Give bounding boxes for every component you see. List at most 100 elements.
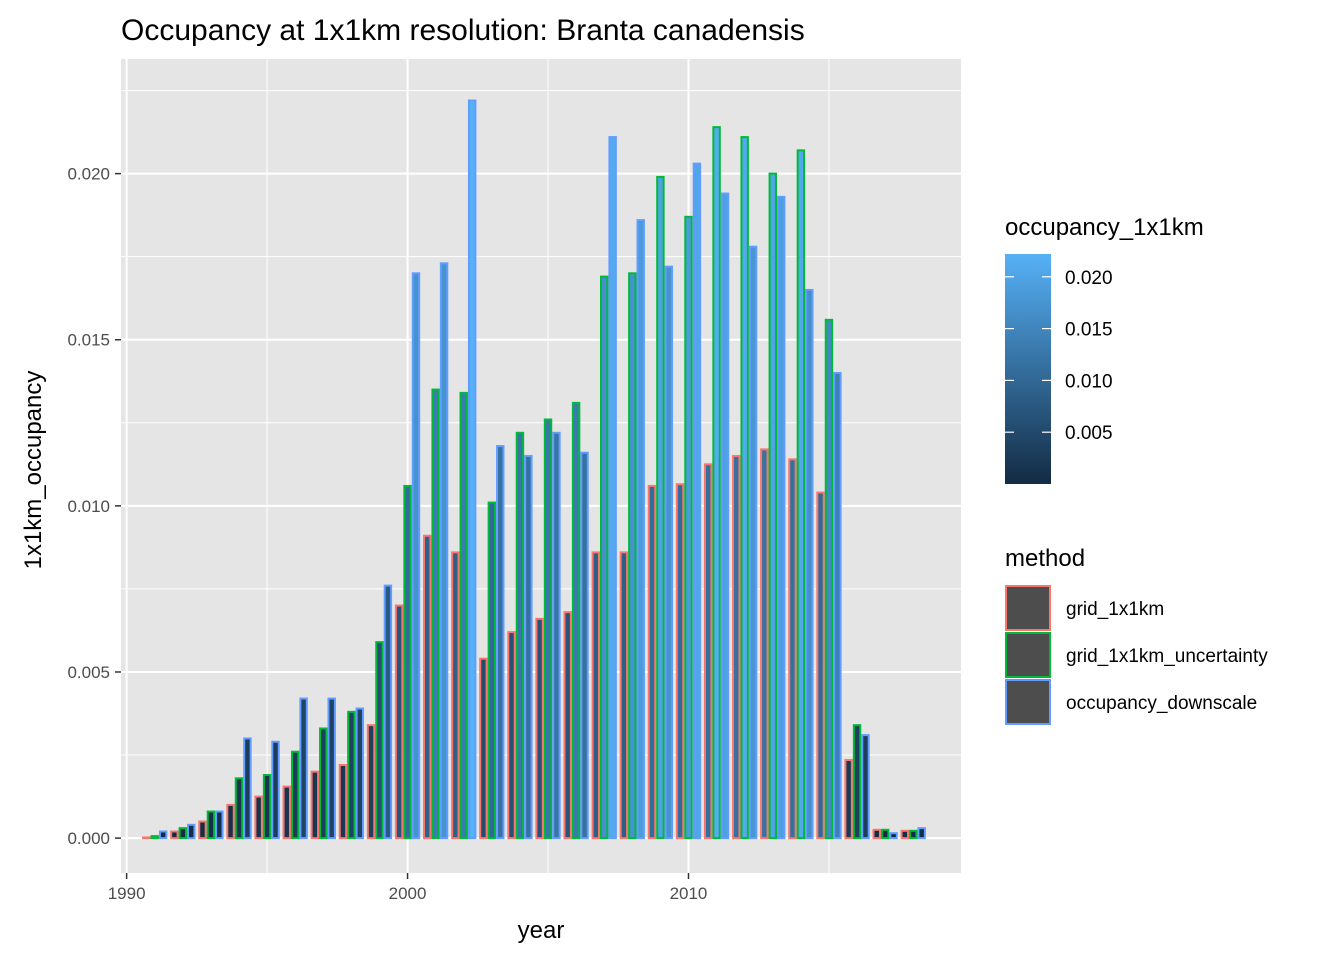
bar-grid-1x1km-uncertainty: [656, 175, 665, 840]
bar-grid-1x1km: [282, 785, 291, 840]
bar-grid-1x1km-uncertainty: [347, 710, 356, 840]
bar-occupancy-downscale: [720, 192, 730, 840]
method-keys: grid_1x1km grid_1x1km_uncertainty occupanc…: [1005, 585, 1268, 725]
bar-grid-1x1km: [423, 534, 432, 840]
bar-grid-1x1km-uncertainty: [431, 388, 440, 840]
bar-occupancy-downscale: [383, 584, 393, 840]
legend-key-occupancy-downscale: [1005, 679, 1051, 725]
bar-grid-1x1km-uncertainty: [909, 829, 918, 840]
bar-grid-1x1km: [366, 724, 376, 840]
colorbar-breaks: 0.020 0.015 0.010 0.005: [1005, 268, 1113, 444]
bar-grid-1x1km: [844, 759, 853, 840]
legend-label: occupancy_downscale: [1066, 693, 1257, 714]
bar-grid-1x1km-uncertainty: [150, 835, 159, 840]
legend-label: grid_1x1km: [1066, 599, 1164, 620]
bar-grid-1x1km-uncertainty: [740, 136, 749, 840]
bar-grid-1x1km: [703, 463, 713, 840]
colorbar: [1005, 254, 1051, 484]
bar-grid-1x1km: [900, 829, 910, 840]
chart-title: Occupancy at 1x1km resolution: Branta ca…: [121, 14, 805, 47]
bar-grid-1x1km-uncertainty: [712, 126, 721, 840]
bar-occupancy-downscale: [299, 697, 308, 840]
legend-label: grid_1x1km_uncertainty: [1066, 646, 1268, 667]
bar-grid-1x1km: [142, 836, 151, 840]
bar-grid-1x1km: [872, 828, 881, 840]
x-tick-label: 2000: [389, 884, 427, 903]
bar-grid-1x1km: [226, 803, 235, 840]
bar-grid-1x1km: [338, 764, 348, 840]
bar-occupancy-downscale: [243, 737, 252, 840]
bar-occupancy-downscale: [271, 740, 280, 840]
bar-occupancy-downscale: [327, 697, 336, 840]
bar-grid-1x1km: [394, 604, 404, 840]
bar-grid-1x1km: [507, 631, 516, 840]
y-tick-label: 0.010: [67, 497, 110, 516]
bar-occupancy-downscale: [692, 162, 702, 840]
bar-occupancy-downscale: [917, 827, 926, 840]
bar-grid-1x1km-uncertainty: [262, 773, 272, 840]
bar-occupancy-downscale: [439, 262, 449, 840]
bar-grid-1x1km: [535, 617, 544, 840]
bar-occupancy-downscale: [608, 136, 617, 840]
bar-grid-1x1km: [310, 770, 320, 840]
bar-occupancy-downscale: [524, 455, 533, 840]
bar-occupancy-downscale: [215, 810, 224, 840]
bar-occupancy-downscale: [552, 431, 561, 840]
bar-occupancy-downscale: [664, 265, 674, 840]
bar-occupancy-downscale: [158, 830, 168, 840]
colorbar-label: 0.010: [1065, 371, 1113, 392]
bar-grid-1x1km-uncertainty: [206, 810, 216, 840]
legend-key-grid-1x1km: [1005, 585, 1051, 631]
bar-grid-1x1km-uncertainty: [852, 724, 862, 840]
bar-grid-1x1km-uncertainty: [487, 501, 497, 840]
y-tick-label: 0.005: [67, 663, 110, 682]
bar-grid-1x1km-uncertainty: [880, 828, 890, 840]
bar-grid-1x1km-uncertainty: [543, 418, 553, 840]
bar-grid-1x1km: [788, 458, 797, 840]
colorbar-label: 0.020: [1065, 268, 1113, 289]
bar-grid-1x1km: [732, 455, 741, 840]
bar-grid-1x1km-uncertainty: [290, 750, 300, 840]
bar-occupancy-downscale: [411, 272, 421, 840]
bar-grid-1x1km-uncertainty: [768, 172, 777, 840]
y-tick-label: 0.020: [67, 165, 110, 184]
bar-grid-1x1km: [760, 448, 769, 840]
bar-occupancy-downscale: [889, 832, 898, 840]
bar-grid-1x1km-uncertainty: [234, 777, 244, 840]
bar-occupancy-downscale: [833, 371, 842, 840]
fill-legend: occupancy_1x1km 0.020 0.015 0.010 0.005: [1005, 214, 1204, 484]
bar-grid-1x1km-uncertainty: [375, 641, 384, 840]
fill-legend-title: occupancy_1x1km: [1005, 214, 1204, 241]
bar-occupancy-downscale: [467, 99, 477, 840]
x-tick-label: 1990: [108, 884, 146, 903]
x-axis: 1990 2000 2010: [108, 873, 708, 903]
bar-occupancy-downscale: [776, 195, 786, 840]
bar-occupancy-downscale: [805, 288, 814, 840]
bar-occupancy-downscale: [496, 445, 505, 840]
bar-occupancy-downscale: [580, 451, 589, 840]
bar-grid-1x1km: [451, 551, 460, 840]
bar-grid-1x1km-uncertainty: [178, 827, 188, 840]
plot-panel: [121, 59, 961, 873]
y-axis: 0.000 0.005 0.010 0.015 0.020: [67, 165, 121, 848]
bar-grid-1x1km-uncertainty: [319, 727, 328, 840]
bar-grid-1x1km-uncertainty: [515, 431, 525, 840]
bar-grid-1x1km-uncertainty: [571, 401, 581, 840]
bar-grid-1x1km: [591, 551, 600, 840]
legend-key-grid-1x1km-uncertainty: [1005, 632, 1051, 678]
method-legend-title: method: [1005, 545, 1085, 572]
y-axis-title: 1x1km_occupancy: [20, 371, 47, 570]
x-tick-label: 2010: [670, 884, 708, 903]
bar-grid-1x1km-uncertainty: [684, 215, 693, 840]
bar-grid-1x1km-uncertainty: [459, 391, 468, 840]
bar-grid-1x1km: [619, 551, 629, 840]
bar-grid-1x1km-uncertainty: [403, 484, 412, 840]
bar-grid-1x1km-uncertainty: [628, 272, 637, 840]
colorbar-label: 0.015: [1065, 320, 1113, 341]
y-tick-label: 0.015: [67, 331, 110, 350]
bar-grid-1x1km-uncertainty: [796, 149, 806, 840]
bar-grid-1x1km: [816, 491, 825, 840]
bar-grid-1x1km-uncertainty: [599, 275, 609, 840]
x-axis-title: year: [518, 917, 565, 944]
